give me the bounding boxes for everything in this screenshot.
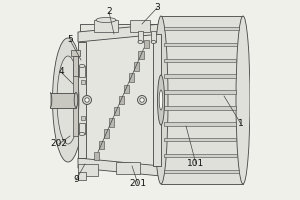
Bar <box>130 20 150 32</box>
Ellipse shape <box>236 16 250 184</box>
Ellipse shape <box>57 56 79 144</box>
Bar <box>79 123 85 134</box>
Polygon shape <box>128 73 134 82</box>
Ellipse shape <box>48 92 52 108</box>
Polygon shape <box>118 96 124 104</box>
Bar <box>78 42 86 158</box>
Bar <box>151 31 156 42</box>
Ellipse shape <box>79 132 85 136</box>
Bar <box>80 24 161 166</box>
Polygon shape <box>143 40 148 48</box>
Bar <box>81 116 85 120</box>
Bar <box>138 31 143 42</box>
Polygon shape <box>103 129 109 138</box>
Bar <box>73 56 78 76</box>
Bar <box>164 154 237 157</box>
Bar <box>164 43 237 46</box>
Ellipse shape <box>138 40 143 44</box>
Bar <box>164 90 236 94</box>
Bar <box>164 122 236 126</box>
Ellipse shape <box>52 38 83 162</box>
Bar <box>50 92 76 108</box>
Ellipse shape <box>159 90 163 110</box>
Ellipse shape <box>74 92 78 108</box>
Text: 2: 2 <box>106 7 112 17</box>
Ellipse shape <box>151 40 156 44</box>
Polygon shape <box>109 118 113 127</box>
Polygon shape <box>124 85 128 93</box>
Text: 201: 201 <box>129 180 147 188</box>
Bar <box>116 162 140 174</box>
Polygon shape <box>94 152 98 160</box>
Text: 1: 1 <box>238 119 244 129</box>
Ellipse shape <box>79 64 85 68</box>
Ellipse shape <box>96 18 116 22</box>
Ellipse shape <box>140 98 144 102</box>
Bar <box>73 64 78 136</box>
Ellipse shape <box>137 96 146 104</box>
Bar <box>161 16 243 184</box>
Bar <box>164 27 239 30</box>
Bar <box>164 170 239 173</box>
Polygon shape <box>134 62 139 71</box>
Bar <box>164 106 236 110</box>
Ellipse shape <box>154 16 168 184</box>
Text: 4: 4 <box>58 68 64 76</box>
Ellipse shape <box>82 96 91 104</box>
Bar <box>78 164 98 176</box>
Bar <box>81 80 85 84</box>
Text: 9: 9 <box>73 176 79 184</box>
Polygon shape <box>78 158 161 176</box>
Bar <box>164 138 236 141</box>
Ellipse shape <box>158 75 164 125</box>
Text: 202: 202 <box>50 140 68 148</box>
Ellipse shape <box>85 98 89 102</box>
Text: 5: 5 <box>67 36 73 45</box>
Bar <box>94 20 118 32</box>
Bar <box>79 66 85 77</box>
Polygon shape <box>78 24 161 42</box>
Text: 3: 3 <box>154 3 160 12</box>
Polygon shape <box>113 107 119 115</box>
Bar <box>71 50 80 56</box>
Polygon shape <box>139 51 143 59</box>
Bar <box>78 172 86 180</box>
Text: 101: 101 <box>188 160 205 168</box>
Bar <box>153 34 161 166</box>
Bar <box>164 74 236 78</box>
Polygon shape <box>98 141 104 149</box>
Bar <box>164 59 236 62</box>
